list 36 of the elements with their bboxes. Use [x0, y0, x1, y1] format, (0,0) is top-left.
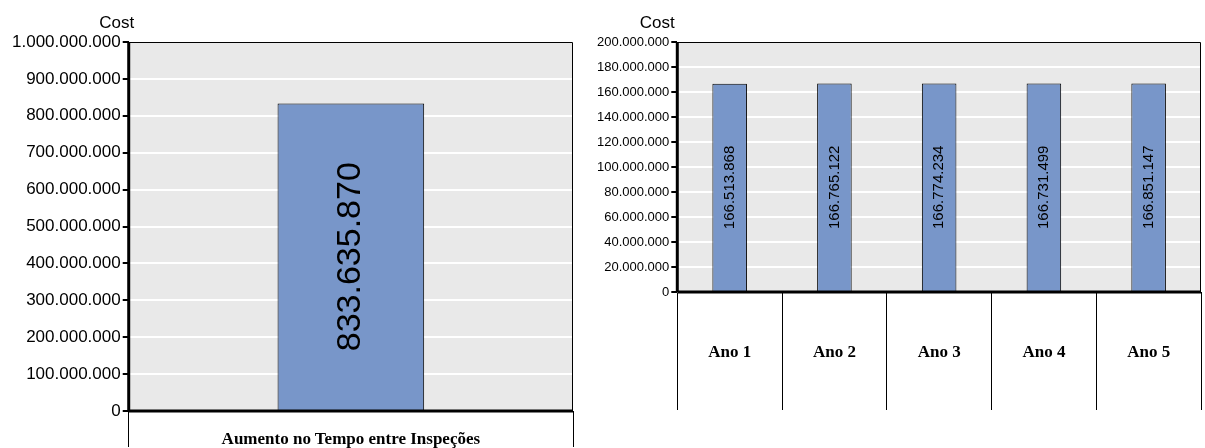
x-tick-label: Ano 3: [917, 341, 961, 361]
x-tick-label: Ano 2: [812, 341, 856, 361]
data-label: 166.513.868: [719, 145, 737, 230]
y-tick-label: 200.000.000: [26, 326, 121, 346]
y-tick-label: 1.000.000.000: [12, 31, 121, 51]
y-tick-label: 180.000.000: [597, 58, 670, 74]
y-tick-label: 100.000.000: [597, 158, 670, 174]
y-tick-label: 60.000.000: [604, 208, 670, 224]
y-axis-title: Cost: [639, 13, 676, 33]
y-tick-label: 20.000.000: [604, 258, 670, 274]
y-tick-label: 160.000.000: [597, 83, 670, 99]
y-tick-label: 600.000.000: [26, 179, 121, 199]
x-tick-label: Ano 1: [708, 341, 752, 361]
x-tick-label: Aumento no Tempo entre Inspeções: [221, 428, 481, 448]
y-tick-label: 300.000.000: [26, 289, 121, 309]
y-tick-label: 100.000.000: [26, 363, 121, 383]
y-tick-label: 140.000.000: [597, 108, 670, 124]
y-tick-label: 500.000.000: [26, 216, 121, 236]
y-axis-title: Cost: [99, 13, 135, 33]
y-tick-label: 120.000.000: [597, 133, 670, 149]
y-tick-label: 900.000.000: [26, 68, 121, 88]
y-tick-label: 0: [662, 283, 670, 299]
data-label: 166.774.234: [929, 145, 947, 229]
y-tick-label: 40.000.000: [604, 233, 670, 249]
y-tick-label: 80.000.000: [604, 183, 670, 199]
y-tick-label: 0: [111, 400, 121, 420]
y-tick-label: 700.000.000: [26, 142, 121, 162]
x-tick-label: Ano 4: [1022, 341, 1066, 361]
x-tick-label: Ano 5: [1127, 341, 1171, 361]
data-label: 166.765.122: [824, 145, 842, 229]
data-label: 833.635.870: [329, 162, 368, 352]
y-tick-label: 800.000.000: [26, 105, 121, 125]
y-tick-label: 200.000.000: [597, 33, 670, 49]
data-label: 166.851.147: [1138, 145, 1156, 229]
data-label: 166.731.499: [1034, 145, 1052, 229]
y-tick-label: 400.000.000: [26, 253, 121, 273]
